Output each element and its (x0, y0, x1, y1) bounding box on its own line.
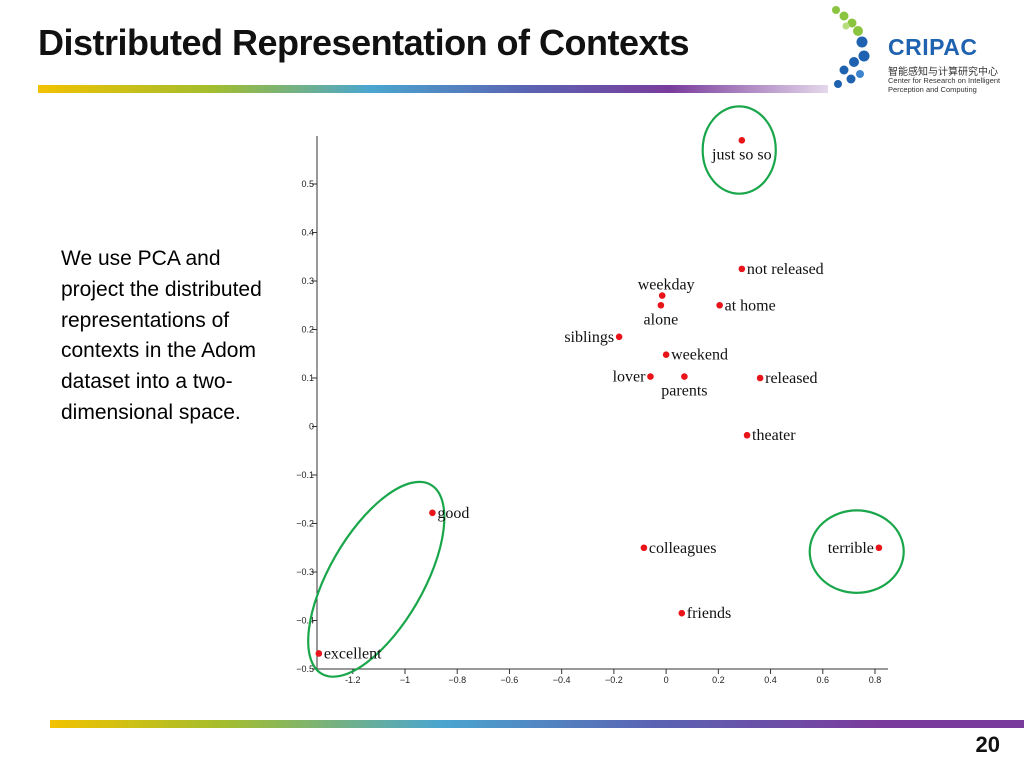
x-tick-label: 0.2 (712, 675, 725, 685)
data-point (875, 544, 883, 552)
data-point-label: at home (725, 297, 776, 314)
data-point (678, 609, 686, 617)
y-tick-label: −0.2 (296, 519, 314, 529)
data-point-label: released (765, 370, 817, 387)
x-tick-label: −0.2 (605, 675, 623, 685)
y-tick-label: −0.4 (296, 616, 314, 626)
y-tick-label: −0.1 (296, 470, 314, 480)
slide-title: Distributed Representation of Contexts (38, 22, 690, 63)
data-point-label: alone (644, 311, 679, 328)
x-tick-label: −0.8 (448, 675, 466, 685)
cripac-logo: CRIPAC 智能感知与计算研究中心 Center for Research o… (826, 4, 1022, 110)
data-point (662, 351, 670, 359)
x-tick-label: 0.6 (817, 675, 830, 685)
data-point-label: excellent (324, 645, 382, 662)
data-point-label: weekday (638, 277, 695, 294)
chart-highlight-circles (307, 105, 905, 678)
x-tick-label: 0.8 (869, 675, 882, 685)
data-point (615, 333, 623, 341)
data-point-label: lover (613, 369, 647, 386)
data-point-label: friends (687, 605, 731, 622)
y-tick-label: 0.4 (301, 228, 314, 238)
y-tick-label: 0.3 (301, 276, 314, 286)
y-tick-label: 0.1 (301, 373, 314, 383)
data-point-label: parents (661, 383, 707, 400)
data-point (658, 292, 666, 299)
data-point-label: colleagues (649, 540, 717, 557)
y-tick-label: 0 (309, 422, 314, 432)
highlight-circle (701, 105, 777, 195)
data-point (640, 544, 648, 552)
footer-bar (50, 720, 1024, 728)
data-point-label: theater (752, 427, 796, 444)
data-point-label: not released (747, 261, 824, 278)
logo-name-en: Center for Research on Intelligent Perce… (888, 76, 1001, 94)
x-tick-label: 0.4 (764, 675, 777, 685)
x-tick-label: −0.6 (501, 675, 519, 685)
logo-name-cn: 智能感知与计算研究中心 (888, 67, 998, 78)
y-tick-label: 0.5 (301, 179, 314, 189)
highlight-circle (808, 509, 905, 594)
x-tick-label: −1 (400, 675, 410, 685)
y-tick-label: −0.3 (296, 567, 314, 577)
data-point-label: siblings (564, 329, 614, 346)
data-point (429, 509, 436, 517)
data-point (738, 265, 746, 273)
slide-body-text: We use PCA and project the distributed r… (61, 247, 262, 424)
y-tick-label: 0.2 (301, 325, 314, 335)
data-point (657, 301, 665, 309)
data-point (315, 650, 323, 657)
data-point-label: just so so (711, 146, 772, 163)
x-tick-label: −0.4 (553, 675, 571, 685)
data-point-label: terrible (828, 540, 874, 557)
x-tick-label: 0 (664, 675, 669, 685)
chart-axes: 0.5 0.4 0.3 0.2 0.1 0 −0.1 −0.2 −0.3 −0.4 −0.5 -1.2… (296, 136, 888, 685)
data-point (681, 373, 688, 380)
logo-name: CRIPAC (888, 34, 978, 60)
data-point (756, 374, 764, 382)
y-tick-label: −0.5 (296, 664, 314, 674)
page-number: 20 (975, 732, 1000, 757)
logo-dots-icon (832, 6, 870, 88)
data-point (647, 373, 654, 380)
title-underline-bar (38, 85, 828, 93)
data-point-label: weekend (671, 347, 728, 364)
chart-points: just so so not released weekday alone at hom… (315, 137, 883, 662)
data-point-label: good (437, 505, 469, 522)
highlight-circle (307, 480, 446, 678)
data-point (738, 137, 746, 144)
x-tick-label: -1.2 (345, 675, 361, 685)
data-point (743, 431, 751, 439)
data-point (716, 301, 723, 309)
